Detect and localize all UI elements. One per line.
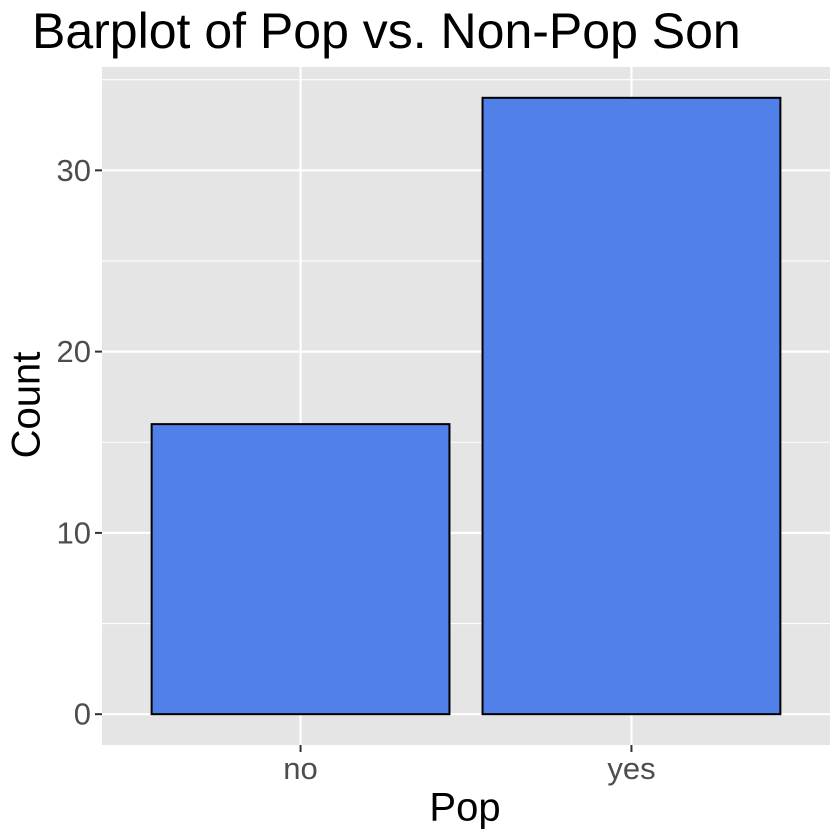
x-axis-label: Pop <box>429 785 501 830</box>
y-tick-label-0: 0 <box>74 697 91 732</box>
y-tick-label-3: 30 <box>57 153 91 188</box>
x-tick-label-yes: yes <box>607 751 655 786</box>
y-tick-label-1: 10 <box>57 515 91 550</box>
y-tick-label-2: 20 <box>57 334 91 369</box>
bar-yes <box>481 96 782 716</box>
y-axis-label: Count <box>4 351 49 459</box>
chart-title: Barplot of Pop vs. Non-Pop Son <box>32 3 741 59</box>
bar-no <box>150 423 451 716</box>
x-tick-label-no: no <box>283 751 317 786</box>
